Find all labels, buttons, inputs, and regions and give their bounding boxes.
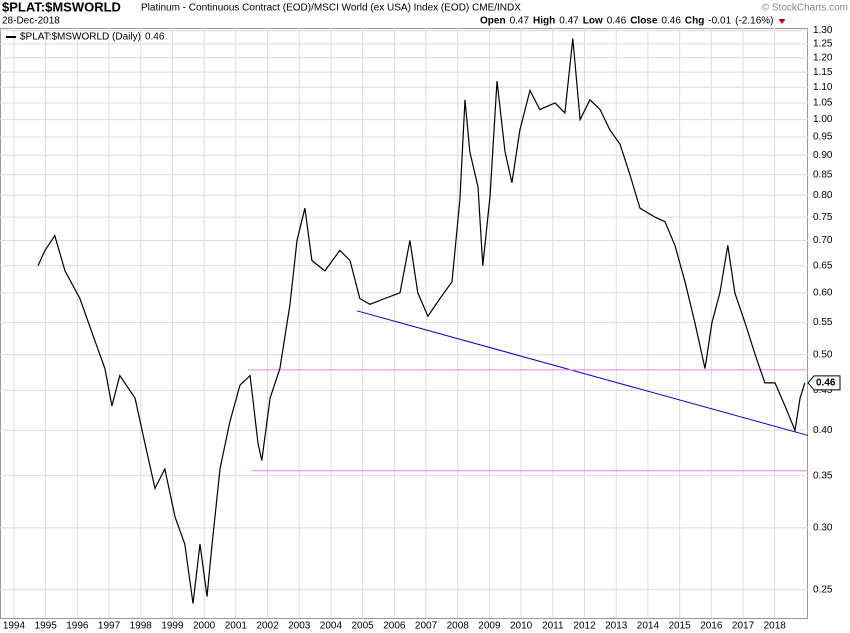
x-tick-label: 1994 — [3, 621, 26, 632]
quote-value: 0.47 — [559, 16, 579, 27]
quote-label: Open — [480, 16, 506, 27]
change-arrow — [778, 19, 786, 24]
y-tick-label: 0.65 — [813, 260, 833, 271]
x-tick-label: 2001 — [225, 621, 248, 632]
x-tick-label: 2013 — [605, 621, 628, 632]
x-tick-label: 2017 — [732, 621, 755, 632]
y-tick-label: 1.20 — [813, 52, 833, 63]
quote-value: 0.46 — [607, 16, 627, 27]
last-value-tag — [807, 375, 841, 391]
y-tick-label: 0.50 — [813, 349, 833, 360]
x-tick-label: 1996 — [66, 621, 89, 632]
quote-label: Chg — [685, 16, 704, 27]
series-line — [37, 38, 806, 604]
y-tick-label: 0.95 — [813, 132, 833, 143]
y-tick-label: 0.40 — [813, 425, 833, 436]
y-tick-label: 0.60 — [813, 287, 833, 298]
x-tick-label: 2003 — [288, 621, 311, 632]
y-tick-label: 0.30 — [813, 523, 833, 534]
y-tick-label: 0.55 — [813, 317, 833, 328]
y-tick-label: 0.25 — [813, 584, 833, 595]
x-tick-label: 2016 — [700, 621, 723, 632]
y-tick-label: 1.05 — [813, 98, 833, 109]
y-tick-label: 0.45 — [813, 385, 833, 396]
y-tick-label: 1.25 — [813, 39, 833, 50]
x-tick-label: 2000 — [193, 621, 216, 632]
y-tick-label: 1.15 — [813, 67, 833, 78]
x-tick-label: 2005 — [352, 621, 375, 632]
y-tick-label: 1.00 — [813, 114, 833, 125]
quote-change-pct: (-2.16%) — [735, 16, 773, 27]
x-tick-label: 2006 — [383, 621, 406, 632]
y-tick-label: 0.85 — [813, 169, 833, 180]
chart-subtitle: Platinum - Continuous Contract (EOD)/MSC… — [141, 3, 521, 14]
x-tick-label: 2014 — [637, 621, 660, 632]
x-tick-label: 2002 — [256, 621, 279, 632]
x-tick-label: 1998 — [130, 621, 153, 632]
quote-value: 0.47 — [510, 16, 530, 27]
quote-label: Close — [630, 16, 658, 27]
legend-value: 0.46 — [145, 32, 165, 43]
quote-label: High — [533, 16, 555, 27]
last-value-label: 0.46 — [816, 378, 836, 389]
quote-value: -0.01 — [708, 16, 731, 27]
y-tick-label: 0.80 — [813, 190, 833, 201]
x-tick-label: 2007 — [415, 621, 438, 632]
y-tick-label: 0.35 — [813, 470, 833, 481]
x-tick-label: 1995 — [35, 621, 58, 632]
x-tick-label: 2009 — [478, 621, 501, 632]
y-tick-label: 0.90 — [813, 150, 833, 161]
y-tick-label: 0.75 — [813, 212, 833, 223]
date: 28-Dec-2018 — [2, 16, 60, 27]
y-tick-label: 1.30 — [813, 25, 833, 36]
y-tick-label: 0.70 — [813, 235, 833, 246]
chart-title: $PLAT:$MSWORLD — [2, 0, 121, 14]
source: © StockCharts.com — [762, 3, 848, 14]
quote-label: Low — [583, 16, 603, 27]
x-tick-label: 2012 — [573, 621, 596, 632]
x-tick-label: 2011 — [542, 621, 564, 632]
quote: Open 0.47 High 0.47 Low 0.46 Close 0.46 Chg -0.01… — [480, 16, 786, 27]
x-tick-label: 1999 — [161, 621, 184, 632]
y-tick-label: 1.10 — [813, 82, 833, 93]
x-tick-label: 2008 — [447, 621, 470, 632]
x-tick-label: 2004 — [320, 621, 343, 632]
x-tick-label: 2010 — [510, 621, 533, 632]
plot-frame — [0, 28, 808, 619]
quote-value: 0.46 — [661, 16, 681, 27]
legend-label: $PLAT:$MSWORLD (Daily) — [20, 32, 141, 43]
x-tick-label: 2018 — [764, 621, 787, 632]
x-tick-label: 2015 — [668, 621, 691, 632]
annotation-line — [356, 310, 809, 436]
x-tick-label: 1997 — [98, 621, 121, 632]
